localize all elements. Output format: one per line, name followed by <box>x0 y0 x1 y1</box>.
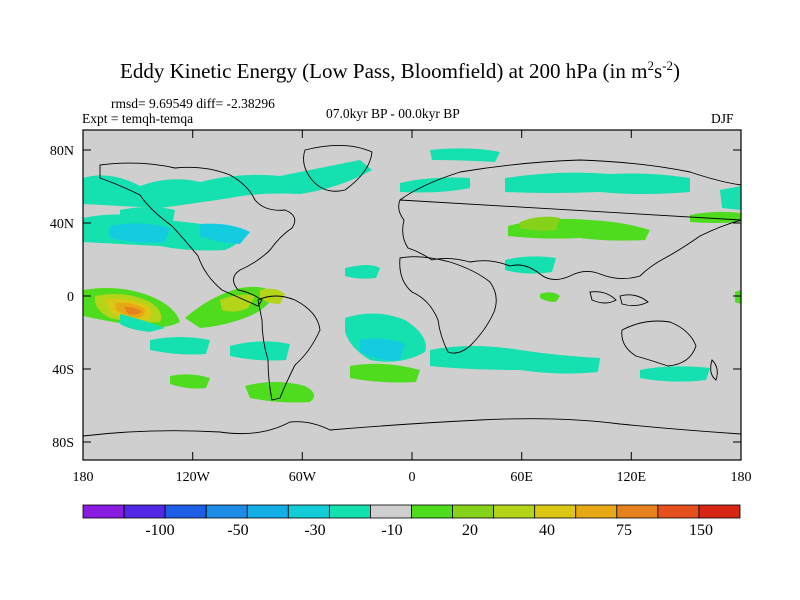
coastlines <box>83 145 741 437</box>
colorbar-swatch <box>123 504 166 519</box>
chart-title: Eddy Kinetic Energy (Low Pass, Bloomfiel… <box>120 58 680 83</box>
x-tick-label: 60E <box>510 470 533 485</box>
y-tick-labels: 80N 40N 0 40S 80S <box>50 144 74 451</box>
experiment-label: Expt = temqh-temqa <box>82 111 194 126</box>
x-tick-label: 180 <box>73 470 94 485</box>
x-tick-labels: 180 120W 60W 0 60E 120E 180 <box>73 470 752 485</box>
y-tick-label: 0 <box>67 290 74 305</box>
colorbar-swatch <box>575 504 618 519</box>
y-tick-label: 80S <box>52 436 74 451</box>
colorbar-label: 75 <box>616 522 632 539</box>
colorbar-swatch <box>287 504 330 519</box>
colorbar-label: -100 <box>145 522 174 539</box>
colorbar-label: -50 <box>227 522 248 539</box>
colorbar-swatch <box>616 504 659 519</box>
colorbar-swatch <box>411 504 453 519</box>
period-label: 07.0kyr BP - 00.0kyr BP <box>326 106 460 121</box>
x-tick-marks <box>192 130 632 460</box>
colorbar-label: 40 <box>539 522 555 539</box>
y-tick-marks <box>83 149 741 443</box>
y-tick-label: 40N <box>50 217 74 232</box>
x-tick-label: 120W <box>176 470 211 485</box>
colorbar-labels: -100 -50 -30 -10 20 40 75 150 <box>145 522 713 539</box>
colorbar-swatch <box>698 504 741 519</box>
colorbar-swatch <box>246 504 289 519</box>
colorbar-swatch <box>164 504 207 519</box>
x-tick-label: 0 <box>409 470 416 485</box>
stats-text: rmsd= 9.69549 diff= -2.38296 <box>111 96 275 111</box>
colorbar-swatch <box>493 504 536 519</box>
colorbar-swatch <box>205 504 248 519</box>
season-label: DJF <box>711 111 734 126</box>
colorbar-swatch <box>534 504 577 519</box>
colorbar-label: -30 <box>304 522 325 539</box>
colorbar-label: 20 <box>462 522 478 539</box>
colorbar-label: -10 <box>381 522 402 539</box>
colorbar-label: 150 <box>689 522 713 539</box>
y-tick-label: 40S <box>52 363 74 378</box>
x-tick-label: 60W <box>289 470 317 485</box>
colorbar-swatch <box>82 504 125 519</box>
colorbar-swatch <box>452 504 495 519</box>
x-tick-label: 180 <box>731 470 752 485</box>
colorbar-swatch <box>657 504 700 519</box>
colorbar <box>82 504 741 519</box>
x-tick-label: 120E <box>617 470 647 485</box>
y-tick-label: 80N <box>50 144 74 159</box>
anomaly-fields <box>83 148 741 403</box>
colorbar-swatch <box>370 504 412 519</box>
colorbar-swatch <box>328 504 371 519</box>
